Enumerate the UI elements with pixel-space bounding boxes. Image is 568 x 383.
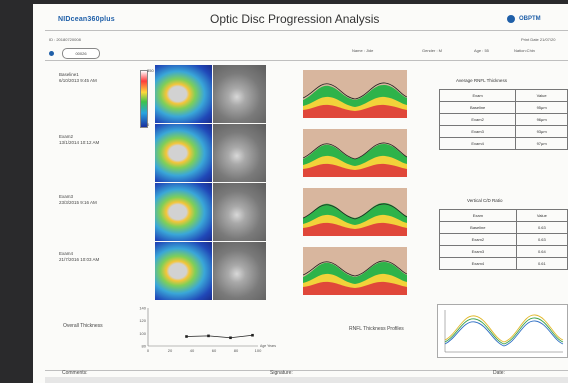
avg-rnfl-table: Exam Value Baseline 95μm Exam2 96μm Exam3 93… <box>438 89 568 150</box>
table-header-row: Exam Value <box>438 89 568 102</box>
patient-name: Name : Jide <box>352 48 374 53</box>
exam-label: Exam3 23/3/2015 9:16 AM <box>59 194 97 205</box>
scale-bottom-label: 0 <box>147 122 150 127</box>
patient-gender: Gender : M <box>422 48 443 53</box>
patient-age: Age : 55 <box>474 48 489 53</box>
table-row: Baseline 95μm <box>438 101 568 114</box>
exam-label: Exam4 21/7/2016 10:03 AM <box>59 251 100 262</box>
partner-logo-icon <box>507 15 515 23</box>
brand-logo: NIDcean360plus <box>58 16 115 23</box>
avg-table-title: Average RNFL Thickness <box>456 78 507 83</box>
x-unit-label: Age Years <box>260 344 276 348</box>
rnfl-profiles-label: RNFL Thickness Profiles <box>349 326 404 332</box>
thickness-map <box>155 242 212 300</box>
y-tick-label: 80 <box>142 344 147 349</box>
date-label: Date: <box>493 370 505 376</box>
fundus-image <box>213 124 266 182</box>
thickness-map <box>155 183 212 241</box>
trend-line <box>186 334 253 339</box>
comments-label: Comments: <box>62 370 88 376</box>
table-row: Baseline 0.63 <box>439 221 568 234</box>
exam-label: Baseline1 6/10/2013 9:45 AM <box>59 72 97 83</box>
tsnit-profile-plot <box>303 188 407 236</box>
overall-thickness-label: Overall Thickness <box>63 323 103 329</box>
y-tick-label: 120 <box>139 318 146 323</box>
y-tick-label: 100 <box>139 331 146 336</box>
table-row: Exam2 0.63 <box>439 233 568 246</box>
y-tick-label: 140 <box>139 306 146 311</box>
cd-table-title: Vertical C/D Ratio <box>467 198 503 203</box>
table-row: Exam2 96μm <box>438 113 568 126</box>
vertical-cd-table: Exam Value Baseline 0.63 Exam2 0.63 Exam3 0.… <box>439 209 568 270</box>
thickness-color-scale <box>140 70 148 128</box>
page-title: Optic Disc Progression Analysis <box>210 12 380 26</box>
rnfl-profile-overlay-chart <box>437 304 568 358</box>
x-tick-label: 0 <box>147 348 150 353</box>
fundus-image <box>213 183 266 241</box>
scale-top-label: 350 <box>147 68 154 73</box>
tsnit-profile-plot <box>303 247 407 295</box>
x-tick-label: 60 <box>212 348 217 353</box>
footer-bar <box>45 377 568 383</box>
partner-logo: OBPTM <box>519 16 541 22</box>
table-header-row: Exam Value <box>439 209 568 222</box>
x-tick-label: 100 <box>255 348 262 353</box>
exam-label: Exam2 13/1/2014 10:12 AM <box>59 134 100 145</box>
print-date: Print Date 21/07/20 <box>521 37 556 42</box>
fundus-image <box>213 65 266 123</box>
trend-point <box>207 334 210 338</box>
patient-nation: Nation:Chin <box>514 48 535 53</box>
table-row: Exam3 93μm <box>438 125 568 138</box>
footer-divider <box>45 370 568 371</box>
tsnit-profile-plot <box>303 70 407 118</box>
thickness-map <box>155 124 212 182</box>
patient-id: ID : 20180720008 <box>49 37 81 42</box>
table-row: Exam3 0.64 <box>439 245 568 258</box>
trend-point <box>251 333 254 337</box>
x-tick-label: 20 <box>168 348 173 353</box>
signature-label: Signature: <box>270 370 293 376</box>
tsnit-profile-plot <box>303 129 407 177</box>
x-tick-label: 40 <box>190 348 195 353</box>
table-row: Exam4 0.61 <box>439 257 568 270</box>
info-divider <box>45 60 568 61</box>
header-divider <box>45 30 568 31</box>
eye-indicator <box>49 51 54 56</box>
x-tick-label: 80 <box>234 348 239 353</box>
trend-point <box>229 336 232 340</box>
fundus-image <box>213 242 266 300</box>
trend-point <box>185 335 188 338</box>
thickness-map <box>155 65 212 123</box>
patient-chip[interactable]: 00026 <box>62 48 100 59</box>
table-row: Exam4 97μm <box>438 137 568 150</box>
